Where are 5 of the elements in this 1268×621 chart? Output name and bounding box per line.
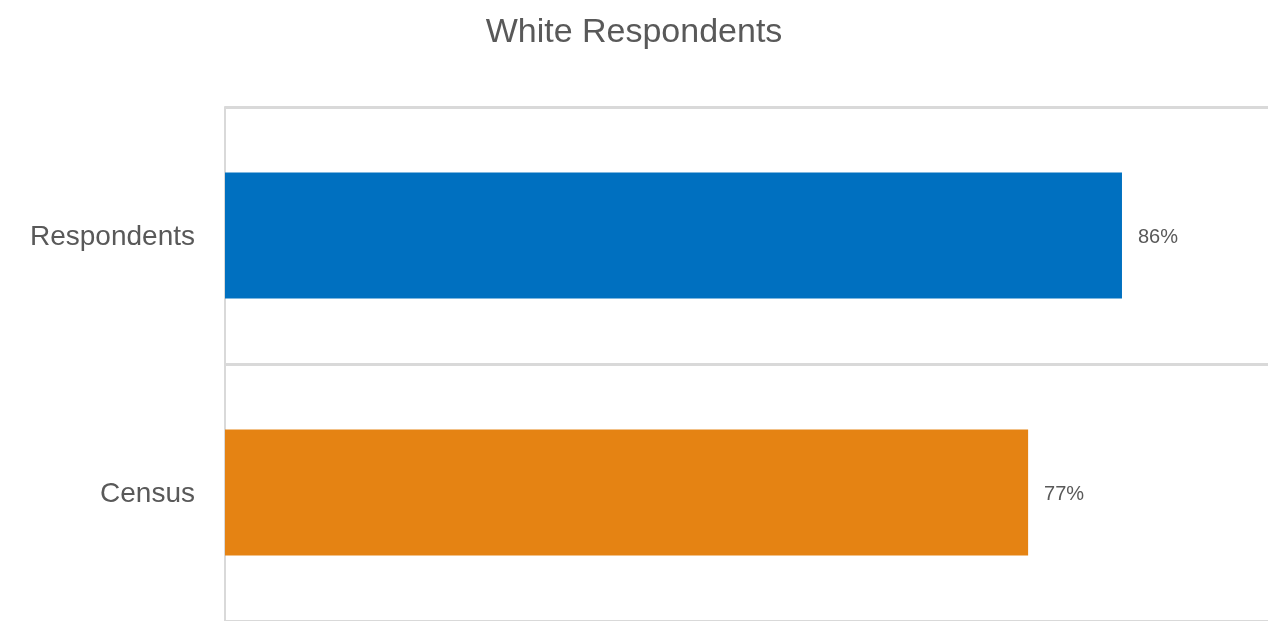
y-tick-label: Respondents (29, 220, 195, 251)
chart-title: White Respondents (485, 11, 783, 49)
data-label: 86% (1137, 224, 1179, 247)
data-label: 77% (1044, 481, 1085, 504)
y-tick-label: Census (100, 477, 195, 508)
